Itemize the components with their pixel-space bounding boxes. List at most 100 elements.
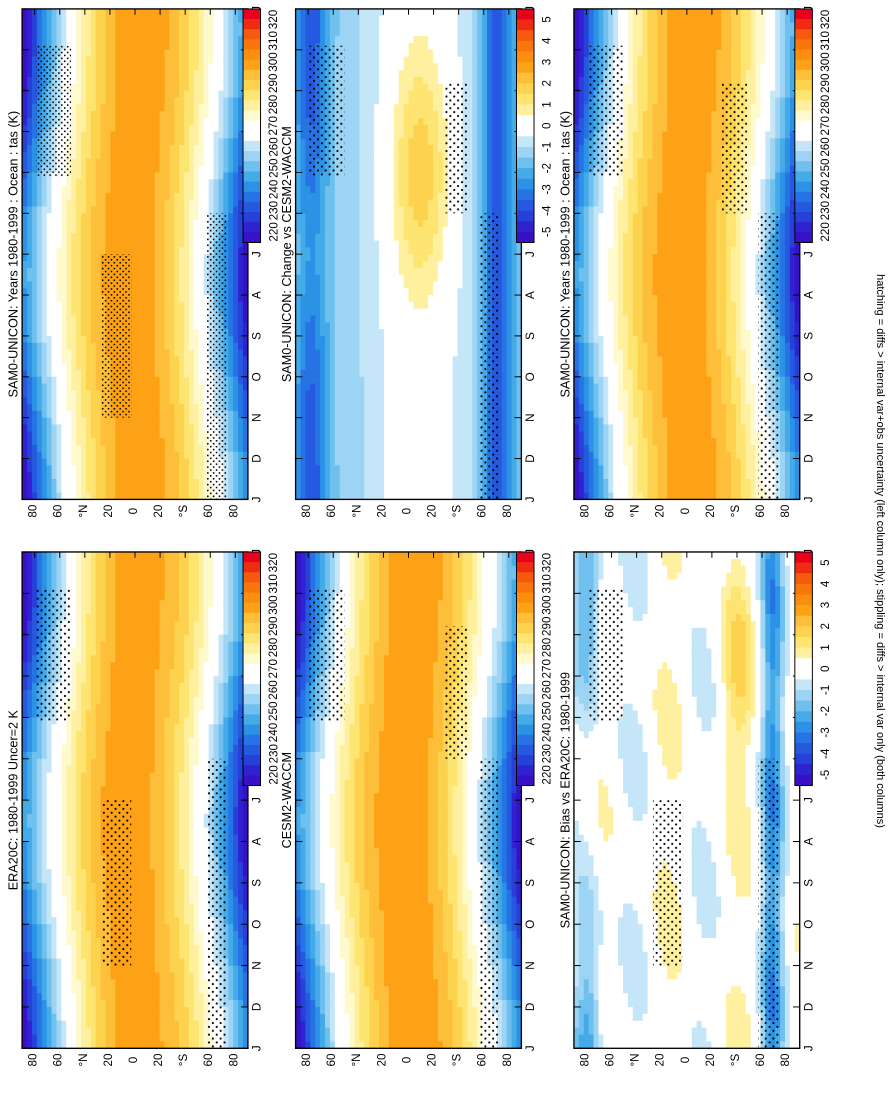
heatmap-cell bbox=[184, 213, 189, 220]
heatmap-cell bbox=[22, 132, 27, 139]
heatmap-cell bbox=[160, 479, 165, 486]
heatmap-cell bbox=[574, 247, 579, 254]
heatmap-cell bbox=[145, 213, 150, 220]
heatmap-cell bbox=[233, 390, 238, 397]
heatmap-cell bbox=[179, 16, 184, 23]
heatmap-cell bbox=[101, 91, 106, 98]
heatmap-cell bbox=[61, 424, 66, 431]
heatmap-cell bbox=[204, 91, 209, 98]
heatmap-cell bbox=[623, 336, 628, 343]
heatmap-cell bbox=[32, 234, 37, 241]
heatmap-cell bbox=[594, 241, 599, 248]
heatmap-cell bbox=[657, 424, 662, 431]
heatmap-cell bbox=[145, 350, 150, 357]
heatmap-cell bbox=[199, 186, 204, 193]
heatmap-cell bbox=[71, 125, 76, 132]
heatmap-cell bbox=[91, 295, 96, 302]
heatmap-cell bbox=[169, 465, 174, 472]
heatmap-cell bbox=[613, 377, 618, 384]
heatmap-cell bbox=[214, 118, 219, 125]
heatmap-cell bbox=[228, 411, 233, 418]
heatmap-cell bbox=[623, 193, 628, 200]
heatmap-cell bbox=[155, 315, 160, 322]
heatmap-cell bbox=[145, 343, 150, 350]
heatmap-cell bbox=[574, 479, 579, 486]
heatmap-cell bbox=[76, 424, 81, 431]
heatmap-cell bbox=[662, 152, 667, 159]
heatmap-cell bbox=[189, 315, 194, 322]
heatmap-cell bbox=[169, 50, 174, 57]
heatmap-cell bbox=[223, 84, 228, 91]
heatmap-cell bbox=[91, 179, 96, 186]
heatmap-cell bbox=[643, 445, 648, 452]
heatmap-cell bbox=[164, 104, 169, 111]
heatmap-cell bbox=[574, 288, 579, 295]
heatmap-cell bbox=[662, 57, 667, 64]
heatmap-cell bbox=[47, 370, 52, 377]
heatmap-cell bbox=[135, 356, 140, 363]
heatmap-cell bbox=[140, 486, 145, 493]
heatmap-cell bbox=[648, 268, 653, 275]
heatmap-cell bbox=[608, 29, 613, 36]
heatmap-cell bbox=[135, 97, 140, 104]
heatmap-cell bbox=[52, 281, 57, 288]
heatmap-cell bbox=[662, 206, 667, 213]
heatmap-cell bbox=[22, 363, 27, 370]
heatmap-cell bbox=[150, 370, 155, 377]
heatmap-cell bbox=[145, 97, 150, 104]
heatmap-cell bbox=[579, 486, 584, 493]
heatmap-cell bbox=[608, 315, 613, 322]
heatmap-cell bbox=[194, 193, 199, 200]
heatmap-cell bbox=[86, 43, 91, 50]
heatmap-cell bbox=[66, 459, 71, 466]
heatmap-cell bbox=[594, 302, 599, 309]
heatmap-cell bbox=[574, 465, 579, 472]
heatmap-cell bbox=[150, 254, 155, 261]
heatmap-cell bbox=[96, 104, 101, 111]
heatmap-cell bbox=[618, 418, 623, 425]
heatmap-cell bbox=[155, 159, 160, 166]
heatmap-cell bbox=[662, 104, 667, 111]
heatmap-cell bbox=[174, 43, 179, 50]
heatmap-cell bbox=[189, 241, 194, 248]
heatmap-cell bbox=[52, 295, 57, 302]
heatmap-cell bbox=[160, 397, 165, 404]
heatmap-cell bbox=[155, 404, 160, 411]
heatmap-cell bbox=[91, 465, 96, 472]
heatmap-cell bbox=[628, 315, 633, 322]
heatmap-cell bbox=[106, 63, 111, 70]
heatmap-cell bbox=[169, 295, 174, 302]
heatmap-cell bbox=[584, 424, 589, 431]
heatmap-cell bbox=[145, 193, 150, 200]
heatmap-cell bbox=[652, 166, 657, 173]
heatmap-cell bbox=[120, 159, 125, 166]
heatmap-cell bbox=[130, 452, 135, 459]
heatmap-cell bbox=[574, 91, 579, 98]
heatmap-cell bbox=[228, 465, 233, 472]
heatmap-cell bbox=[145, 459, 150, 466]
heatmap-cell bbox=[194, 50, 199, 57]
heatmap-cell bbox=[643, 241, 648, 248]
heatmap-cell bbox=[81, 254, 86, 261]
heatmap-cell bbox=[238, 411, 243, 418]
heatmap-cell bbox=[47, 424, 52, 431]
heatmap-cell bbox=[228, 241, 233, 248]
heatmap-cell bbox=[27, 213, 32, 220]
heatmap-cell bbox=[633, 424, 638, 431]
heatmap-cell bbox=[608, 268, 613, 275]
heatmap-cell bbox=[677, 390, 682, 397]
heatmap-cell bbox=[27, 281, 32, 288]
heatmap-cell bbox=[228, 206, 233, 213]
heatmap-cell bbox=[608, 206, 613, 213]
heatmap-cell bbox=[628, 206, 633, 213]
heatmap-cell bbox=[579, 261, 584, 268]
heatmap-cell bbox=[218, 70, 223, 77]
heatmap-cell bbox=[120, 118, 125, 125]
heatmap-cell bbox=[657, 193, 662, 200]
heatmap-cell bbox=[56, 377, 61, 384]
heatmap-cell bbox=[589, 438, 594, 445]
heatmap-cell bbox=[169, 70, 174, 77]
heatmap-cell bbox=[199, 50, 204, 57]
heatmap-cell bbox=[618, 193, 623, 200]
heatmap-cell bbox=[574, 370, 579, 377]
